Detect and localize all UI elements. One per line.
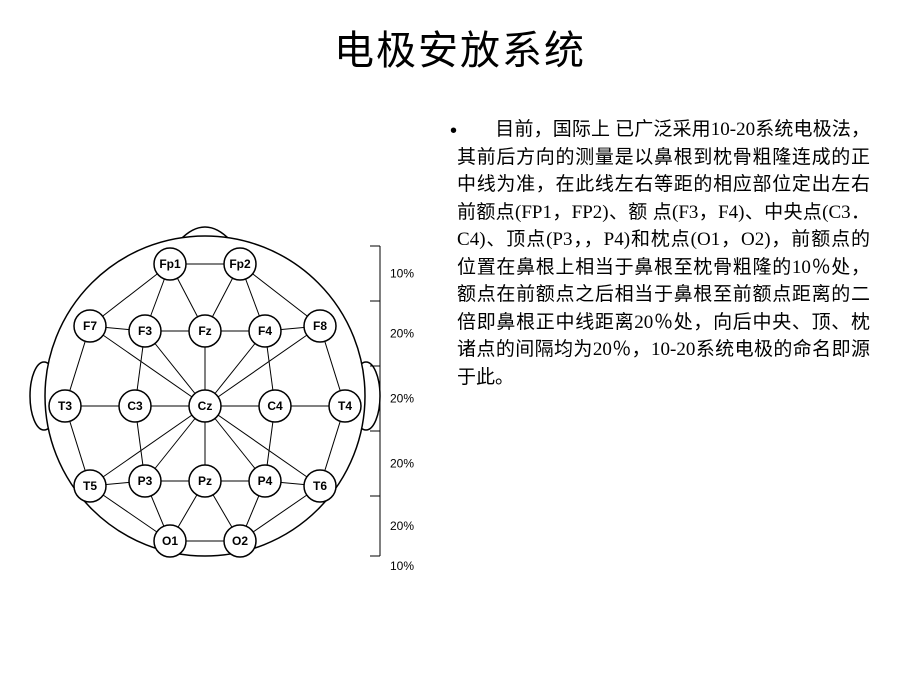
svg-text:Pz: Pz [198,474,212,488]
svg-text:O2: O2 [232,534,248,548]
svg-text:T4: T4 [338,399,352,413]
svg-text:Fp1: Fp1 [159,257,181,271]
svg-text:20%: 20% [390,519,414,533]
svg-text:O1: O1 [162,534,178,548]
svg-text:P4: P4 [258,474,273,488]
page-title: 电极安放系统 [0,0,920,86]
svg-text:20%: 20% [390,392,414,406]
svg-text:C3: C3 [127,399,143,413]
svg-text:F8: F8 [313,319,327,333]
svg-text:F3: F3 [138,324,152,338]
svg-text:T6: T6 [313,479,327,493]
electrode-diagram: Fp1 Fp2 F7 F3 Fz F4 F8 T3 C3 Cz C4 T4 T5 P3 Pz P4 T6 O1 O2… [20,116,440,616]
bullet-marker: • [450,116,457,391]
svg-text:Fp2: Fp2 [229,257,251,271]
svg-text:20%: 20% [390,457,414,471]
diagram-column: Fp1 Fp2 F7 F3 Fz F4 F8 T3 C3 Cz C4 T4 T5 P3 Pz P4 T6 O1 O2… [0,116,440,616]
svg-text:F7: F7 [83,319,97,333]
svg-text:T3: T3 [58,399,72,413]
svg-text:10%: 10% [390,267,414,281]
svg-text:Fz: Fz [198,324,211,338]
svg-text:F4: F4 [258,324,272,338]
svg-text:10%: 10% [390,559,414,573]
svg-text:Cz: Cz [198,399,213,413]
body-text: 目前，国际上 已广泛采用10-20系统电极法，其前后方向的测量是以鼻根到枕骨粗隆… [457,116,870,391]
svg-text:C4: C4 [267,399,283,413]
content-row: Fp1 Fp2 F7 F3 Fz F4 F8 T3 C3 Cz C4 T4 T5 P3 Pz P4 T6 O1 O2… [0,116,920,616]
text-column: • 目前，国际上 已广泛采用10-20系统电极法，其前后方向的测量是以鼻根到枕骨… [440,116,900,616]
svg-text:P3: P3 [138,474,153,488]
svg-text:T5: T5 [83,479,97,493]
bullet-item: • 目前，国际上 已广泛采用10-20系统电极法，其前后方向的测量是以鼻根到枕骨… [450,116,870,391]
svg-text:20%: 20% [390,327,414,341]
